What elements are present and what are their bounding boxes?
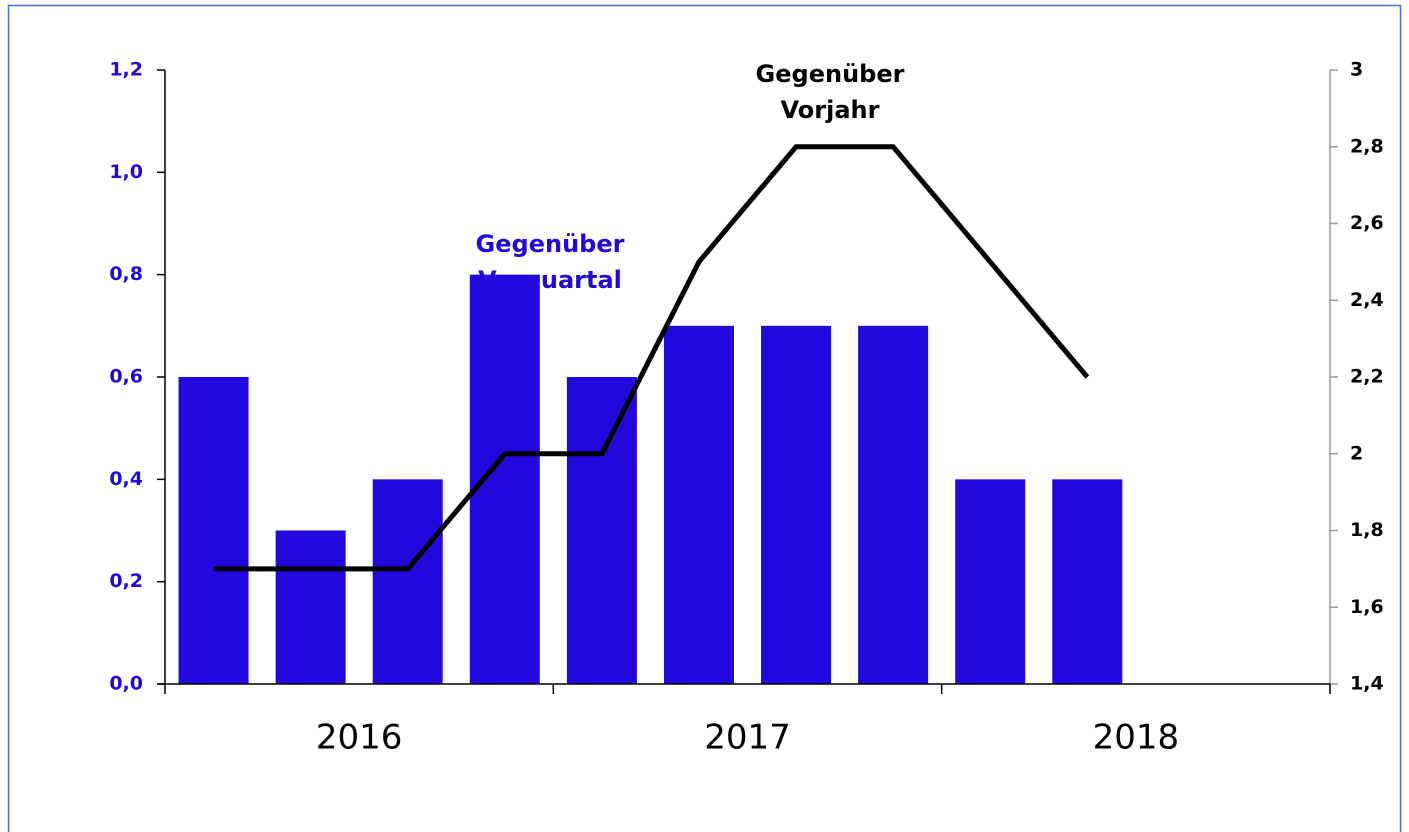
y-tick-label: 0,8 [109,263,143,285]
y2-tick-label: 2 [1350,442,1363,464]
bar [663,325,734,684]
annotation: Vorjahr [781,96,880,124]
bar [372,479,443,684]
y2-tick-label: 3 [1350,59,1363,81]
bar [761,325,832,684]
x-group-label: 2016 [316,718,403,758]
bar [178,377,249,684]
bar [275,530,346,684]
y-tick-label: 0,0 [109,673,143,695]
bar [955,479,1026,684]
y2-tick-label: 2,2 [1350,366,1384,388]
line [213,144,1090,572]
y-tick-label: 1,2 [109,59,143,81]
y-tick-label: 1,0 [109,161,143,183]
y2-tick-label: 2,8 [1350,135,1384,157]
y-tick-label: 0,2 [109,570,143,592]
bar [858,325,929,684]
x-group-label: 2017 [704,718,791,758]
y2-tick-label: 1,8 [1350,519,1384,541]
y2-tick-label: 1,6 [1350,596,1384,618]
bar [566,377,637,684]
annotation: Gegenüber [476,230,625,258]
bar [1052,479,1123,684]
y-tick-label: 0,4 [109,468,143,490]
y2-tick-label: 2,4 [1350,289,1384,311]
x-group-label: 2018 [1093,718,1180,758]
y2-tick-label: 2,6 [1350,212,1384,234]
y2-tick-label: 1,4 [1350,673,1384,695]
y-tick-label: 0,6 [109,366,143,388]
annotation: Gegenüber [756,60,905,88]
